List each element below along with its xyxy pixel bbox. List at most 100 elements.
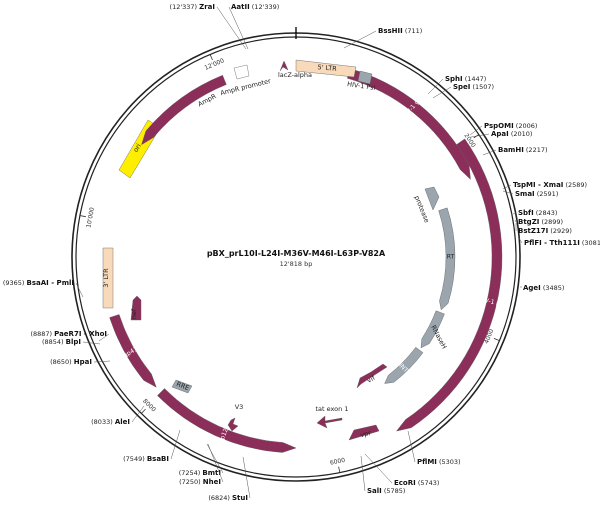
site-label: (7549) BsaBI: [123, 455, 169, 463]
site-label: PflMI (5303): [417, 458, 461, 466]
site-label: (9365) BsaAI - PmlI: [3, 279, 74, 287]
site-name: BmtI: [202, 469, 221, 477]
site-tspmi-xmai: TspMI - XmaI (2589): [502, 181, 587, 190]
site-blpi: (8854) BlpI: [42, 338, 101, 346]
site-hpai: (8650) HpaI: [50, 358, 111, 366]
site-sali: SalI (5785): [360, 455, 405, 495]
site-leader: [216, 6, 247, 50]
feature-ampr: [141, 75, 227, 146]
tick-label: 6000: [329, 457, 346, 467]
site-position: (3485): [541, 284, 565, 292]
site-label: SmaI (2591): [515, 190, 558, 198]
site-label: SalI (5785): [367, 487, 405, 495]
site-leader: [512, 212, 517, 215]
site-leader: [93, 360, 111, 363]
site-name: TspMI - XmaI: [513, 181, 563, 189]
site-label: TspMI - XmaI (2589): [513, 181, 587, 189]
site-name: AatII: [231, 3, 250, 11]
site-position: (1447): [463, 75, 487, 83]
site-label: (7250) NheI: [179, 478, 221, 486]
site-name: EcoRI: [394, 479, 416, 487]
site-position: (2899): [539, 218, 563, 226]
site-position: (5785): [382, 487, 406, 495]
tick-label: 12'000: [204, 57, 226, 72]
site-position: (7254): [179, 469, 203, 477]
site-name: HpaI: [74, 358, 92, 366]
site-position: (8854): [42, 338, 66, 346]
feature-label: vif: [366, 373, 377, 384]
tick-mark: [141, 408, 146, 414]
feature-3-ltr-shape: [102, 247, 114, 309]
site-position: (2010): [509, 130, 533, 138]
site-sphi: SphI (1447): [427, 75, 486, 95]
feature-label: 3' LTR: [102, 268, 110, 288]
site-leader: [470, 133, 490, 138]
feature-label: AmpR promoter: [219, 77, 271, 97]
site-leader: [514, 219, 517, 223]
feature-tat-exon-1-shape: [316, 415, 343, 429]
site-label: (8650) HpaI: [50, 358, 92, 366]
feature-rnaseh: [420, 310, 445, 349]
feature-label: HIV-1 Psi: [347, 80, 376, 92]
site-bsaai-pmli: (9365) BsaAI - PmlI: [3, 279, 84, 298]
site-leader: [427, 78, 444, 95]
site-position: (5303): [437, 458, 461, 466]
feature-v3-shape: [227, 417, 239, 432]
site-spei: SpeI (1507): [432, 83, 494, 99]
site-leader: [469, 125, 483, 136]
site-label: (7254) BmtI: [179, 469, 221, 477]
site-label: SphI (1447): [445, 75, 486, 83]
site-label: AgeI (3485): [523, 284, 564, 292]
site-position: (12'339): [250, 3, 280, 11]
site-label: SpeI (1507): [453, 83, 494, 91]
site-name: ApaI: [491, 130, 509, 138]
site-leader: [75, 282, 84, 298]
site-position: (6824): [208, 494, 232, 502]
tick-label: 10'000: [85, 207, 96, 229]
site-name: BtgZI: [518, 218, 539, 226]
site-leader: [170, 429, 181, 460]
site-aatii: AatII (12'339): [228, 3, 280, 50]
site-position: (7549): [123, 455, 147, 463]
restriction-sites: (12'337) ZraI AatII (12'339) BssHII (711) S…: [3, 3, 600, 502]
site-name: AleI: [115, 418, 130, 426]
feature-ampr-promoter-shape: [233, 64, 250, 80]
site-name: PflFI - Tth111I: [524, 239, 580, 247]
feature-int: [384, 346, 424, 384]
site-name: BsaBI: [147, 455, 169, 463]
tick-mark: [493, 337, 500, 341]
site-name: SbfI: [518, 209, 534, 217]
site-name: BamHI: [498, 146, 524, 154]
backbone-ring: [71, 27, 521, 482]
site-label: EcoRI (5743): [394, 479, 439, 487]
feature-hiv-1-psi-shape: [357, 70, 373, 85]
feature-label: lacZ-alpha: [278, 71, 312, 79]
site-label: SbfI (2843): [518, 209, 557, 217]
site-sbfi: SbfI (2843): [512, 209, 557, 217]
feature-gp41: [109, 314, 157, 388]
site-nhei: (7250) NheI: [179, 443, 224, 486]
site-apai: ApaI (2010): [470, 130, 533, 138]
feature-hiv-1-pol: [395, 138, 503, 432]
site-bsshii: BssHII (711): [343, 27, 422, 49]
site-leader: [432, 86, 452, 99]
site-leader: [207, 443, 224, 483]
site-btgzi: BtgZI (2899): [514, 218, 563, 226]
site-position: (2589): [563, 181, 587, 189]
site-leader: [364, 453, 393, 484]
site-bamhi: BamHI (2217): [482, 146, 548, 156]
site-label: PspOMI (2006): [484, 122, 537, 130]
site-leader: [242, 456, 251, 499]
site-label: (8033) AleI: [91, 418, 130, 426]
feature-label: vpr: [359, 429, 372, 439]
site-bstz17i: BstZ17I (2929): [515, 223, 572, 235]
tick-mark: [209, 54, 213, 61]
site-label: BssHII (711): [378, 27, 422, 35]
site-leader: [482, 149, 497, 156]
feature-protease-shape: [424, 186, 440, 211]
site-position: (5743): [416, 479, 440, 487]
feature-rre-shape: [171, 379, 193, 394]
site-position: (2591): [535, 190, 559, 198]
